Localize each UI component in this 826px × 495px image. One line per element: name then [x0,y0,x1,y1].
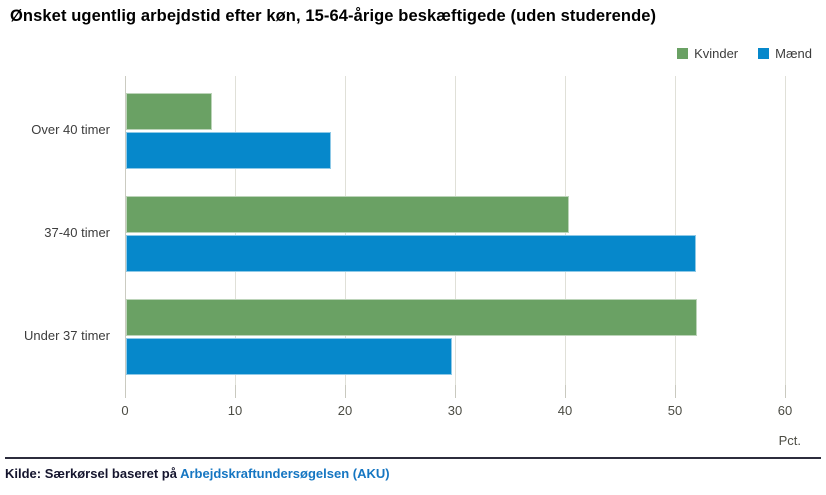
tick-label-20: 20 [337,403,353,418]
legend-label-maend: Mænd [775,46,812,61]
legend-item-maend: Mænd [758,46,812,61]
category-label-1: 37-40 timer [44,224,110,240]
tick-mark-20 [345,385,346,398]
tick-label-50: 50 [667,403,683,418]
tick-mark-50 [675,385,676,398]
category-label-0: Over 40 timer [31,121,110,137]
bar-mænd-2 [126,337,452,375]
category-label-2: Under 37 timer [24,327,110,343]
bar-mænd-1 [126,234,696,272]
tick-label-0: 0 [121,403,129,418]
bar-kvinder-0 [126,92,212,130]
legend-item-kvinder: Kvinder [677,46,738,61]
maend-swatch-icon [758,48,770,59]
gridline-50 [675,76,676,385]
tick-mark-30 [455,385,456,398]
bar-mænd-0 [126,131,331,169]
chart-title: Ønsket ugentlig arbejdstid efter køn, 15… [10,7,657,25]
tick-mark-10 [235,385,236,398]
plot-area: Pct. 0 10 20 30 40 50 60 Over 40 timer 37-40 tim… [24,76,801,448]
kvinder-swatch-icon [677,48,689,59]
y-axis-line [125,76,126,385]
tick-label-60: 60 [777,403,793,418]
bar-kvinder-1 [126,195,570,233]
tick-mark-40 [565,385,566,398]
tick-label-40: 40 [557,403,573,418]
bar-kvinder-2 [126,298,697,336]
source-text: Kilde: Særkørsel baseret på [5,466,181,481]
source-link[interactable]: Arbejdskraftundersøgelsen (AKU) [180,466,390,481]
tick-mark-0 [125,385,126,398]
x-axis-unit-label: Pct. [778,433,801,448]
legend-label-kvinder: Kvinder [694,46,739,61]
tick-label-10: 10 [227,403,243,418]
tick-mark-60 [785,385,786,398]
gridline-60 [785,76,786,385]
tick-label-30: 30 [447,403,463,418]
legend: Kvinder Mænd [677,46,812,61]
source-line: Kilde: Særkørsel baseret på Arbejdskraft… [5,457,821,481]
